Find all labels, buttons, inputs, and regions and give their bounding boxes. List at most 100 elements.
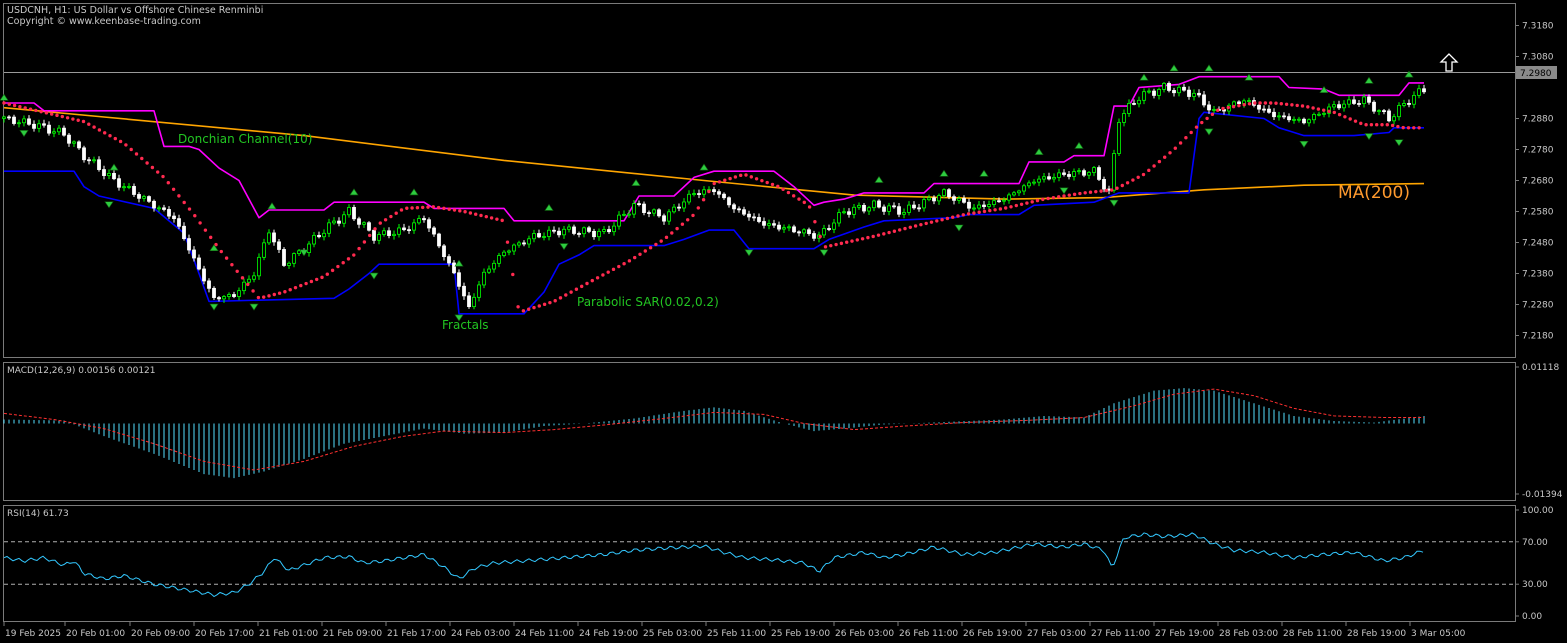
bear-candle bbox=[42, 123, 46, 126]
psar-dot bbox=[595, 276, 600, 280]
psar-dot bbox=[580, 284, 584, 289]
psar-dot bbox=[1337, 112, 1342, 117]
psar-dot bbox=[44, 111, 49, 115]
psar-dot bbox=[1343, 115, 1347, 119]
psar-dot bbox=[346, 257, 351, 261]
rsi-tick-label: 70.00 bbox=[1522, 538, 1548, 548]
psar-dot bbox=[92, 125, 96, 129]
fractal-up-icon bbox=[1169, 64, 1179, 72]
psar-dot bbox=[1078, 191, 1082, 196]
fractal-up-icon bbox=[109, 163, 119, 171]
fractal-up-icon bbox=[409, 188, 419, 196]
bull-candle bbox=[327, 222, 331, 234]
bear-candle bbox=[67, 134, 71, 144]
psar-dot bbox=[781, 187, 785, 191]
psar-dot bbox=[1030, 200, 1034, 204]
psar-dot bbox=[1380, 123, 1384, 127]
psar-dot bbox=[1019, 202, 1024, 207]
donchian-lower bbox=[4, 111, 1424, 315]
bull-candle bbox=[397, 227, 401, 235]
bear-candle bbox=[437, 233, 441, 247]
psar-dot bbox=[786, 190, 791, 195]
rsi-axis: 100.00 70.00 30.00 0.00 bbox=[4, 506, 1554, 622]
psar-dot bbox=[617, 264, 621, 269]
fractal-up-icon bbox=[1404, 70, 1414, 78]
psar-dot bbox=[723, 178, 727, 182]
bull-candle bbox=[1312, 114, 1316, 121]
fractal-up-icon bbox=[1319, 86, 1329, 93]
bear-candle bbox=[62, 127, 66, 136]
psar-dot bbox=[993, 208, 997, 212]
psar-dot bbox=[1099, 189, 1103, 193]
psar-dot bbox=[564, 293, 568, 297]
fractal-up-icon bbox=[1204, 64, 1214, 72]
psar-dot bbox=[50, 112, 54, 116]
fractal-up-icon bbox=[267, 202, 277, 210]
fractal-up-icon bbox=[1074, 141, 1084, 149]
bear-candle bbox=[277, 241, 281, 250]
psar-dot bbox=[389, 214, 393, 219]
fractal-up-icon bbox=[1034, 148, 1044, 155]
psar-dot bbox=[1311, 106, 1315, 110]
bear-candle bbox=[1367, 96, 1371, 103]
bull-candle bbox=[1322, 112, 1326, 115]
bear-candle bbox=[892, 205, 896, 208]
fractal-up-icon bbox=[349, 188, 359, 196]
bull-candle bbox=[622, 213, 626, 216]
psar-dots bbox=[2, 101, 1421, 313]
time-tick-label: 19 Feb 2025 bbox=[5, 629, 61, 639]
bear-candle bbox=[117, 178, 121, 188]
bear-candle bbox=[162, 207, 166, 210]
macd-panel bbox=[3, 362, 1516, 501]
bull-candle bbox=[627, 213, 631, 216]
bear-candle bbox=[87, 159, 91, 162]
psar-dot bbox=[1348, 117, 1352, 121]
macd-signal-line bbox=[3, 388, 1424, 471]
bear-candle bbox=[642, 203, 646, 213]
psar-dot bbox=[60, 114, 64, 119]
psar-dot bbox=[1194, 125, 1199, 129]
bull-candle bbox=[1212, 109, 1216, 111]
bull-candle bbox=[822, 228, 826, 236]
bear-candle bbox=[27, 118, 31, 125]
psar-dot bbox=[2, 101, 6, 105]
bear-candle bbox=[1287, 116, 1291, 121]
psar-dot bbox=[739, 173, 743, 178]
psar-dot bbox=[1062, 194, 1066, 198]
psar-dot bbox=[1088, 190, 1093, 194]
bull-candle bbox=[242, 281, 246, 292]
fractal-down-icon bbox=[1394, 139, 1404, 147]
bear-candle bbox=[452, 262, 456, 274]
bear-candle bbox=[82, 147, 86, 161]
psar-dot bbox=[929, 220, 934, 224]
bear-candle bbox=[952, 196, 956, 201]
psar-dot bbox=[224, 256, 229, 260]
bull-candle bbox=[1177, 86, 1181, 94]
psar-dot bbox=[320, 275, 324, 280]
psar-dot bbox=[1051, 195, 1056, 200]
bull-candle bbox=[492, 262, 496, 270]
bull-candle bbox=[227, 294, 231, 297]
psar-dot bbox=[606, 270, 610, 274]
bear-candle bbox=[712, 189, 716, 193]
bear-candle bbox=[677, 206, 681, 209]
price-tick-label: 7.3180 bbox=[1522, 22, 1554, 32]
psar-dot bbox=[913, 224, 918, 228]
bull-candle bbox=[567, 226, 571, 230]
bull-candle bbox=[527, 238, 531, 245]
bull-candle bbox=[1112, 153, 1116, 191]
psar-dot bbox=[627, 259, 632, 263]
psar-dot bbox=[601, 273, 605, 277]
bear-candle bbox=[272, 232, 276, 243]
fractal-up-icon bbox=[979, 169, 989, 177]
time-tick-label: 21 Feb 09:00 bbox=[323, 629, 382, 639]
price-tick-label: 7.2480 bbox=[1522, 239, 1554, 249]
psar-dot bbox=[1295, 103, 1299, 108]
copyright-text: Copyright © www.keenbase-trading.com bbox=[7, 16, 201, 27]
psar-dot bbox=[182, 200, 186, 205]
psar-dot bbox=[1094, 189, 1098, 194]
psar-dot bbox=[315, 277, 319, 282]
bear-candle bbox=[522, 242, 526, 245]
bull-candle bbox=[1232, 101, 1236, 106]
bull-candle bbox=[992, 200, 996, 205]
